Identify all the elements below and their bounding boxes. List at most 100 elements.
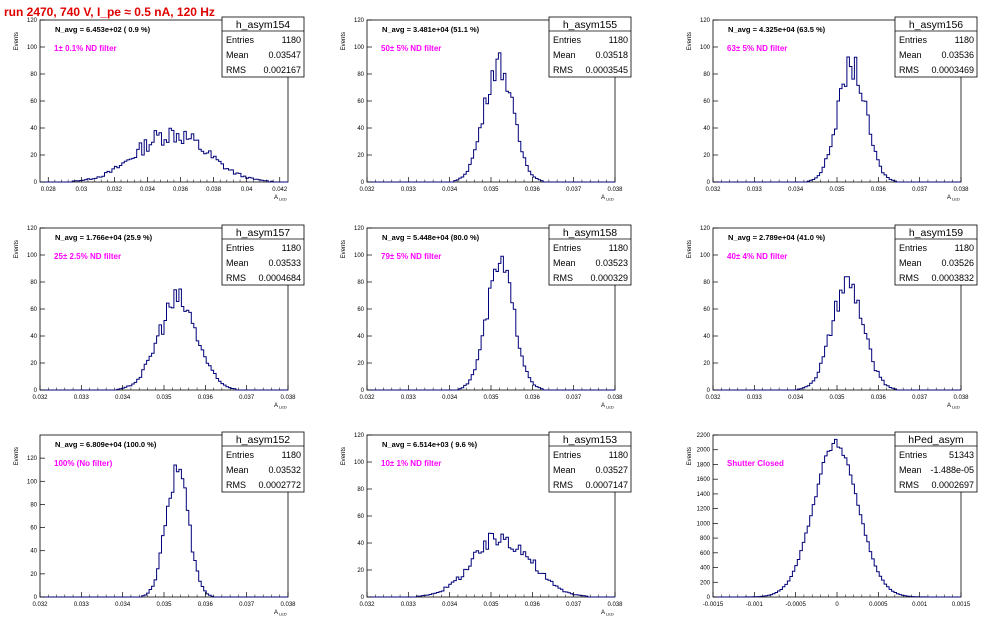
- histogram-panel-h_asym153: 0.032 0.033 0.034 0.035 0.036 0.037 0.038 0 20 40…: [341, 431, 632, 617]
- stats-value: 0.000329: [590, 273, 628, 283]
- x-tick-label: 0.042: [272, 187, 288, 193]
- stats-box: h_asym155 Entries 1180 Mean 0.03518 RMS 0.0003…: [548, 16, 632, 78]
- y-tick-label: 60: [30, 99, 37, 105]
- header-text: N_avg = 1.766e+04 (25.9 %): [55, 233, 153, 242]
- x-tick-label: 0.036: [871, 395, 887, 401]
- y-tick-label: 20: [357, 153, 364, 159]
- x-tick-label: 0.034: [442, 602, 458, 608]
- y-tick-label: 100: [700, 253, 711, 259]
- header-text: N_avg = 3.481e+04 (51.1 %): [382, 25, 480, 34]
- y-axis-label: Events: [687, 240, 693, 258]
- stats-label: Entries: [226, 450, 255, 460]
- x-tick-label: 0.034: [115, 602, 131, 608]
- stats-label: Mean: [553, 50, 576, 60]
- x-tick-label: 0.037: [912, 187, 928, 193]
- stats-value: 0.0004684: [258, 273, 301, 283]
- x-tick-label: 0.032: [359, 187, 375, 193]
- y-tick-label: 80: [703, 72, 710, 78]
- x-tick-label: 0.035: [829, 187, 845, 193]
- x-axis-label: ALED: [601, 610, 614, 617]
- stats-value: 0.0002772: [258, 480, 301, 490]
- x-tick-label: 0.033: [401, 395, 417, 401]
- stats-value: 0.03536: [941, 50, 974, 60]
- x-tick-label: 0.034: [115, 395, 131, 401]
- y-tick-label: 120: [27, 456, 38, 462]
- histogram-line: [713, 276, 961, 391]
- y-tick-label: 80: [30, 72, 37, 78]
- x-tick-label: 0.037: [566, 187, 582, 193]
- x-tick-label: 0.033: [401, 187, 417, 193]
- histogram-line: [713, 56, 961, 183]
- x-axis-label: ALED: [601, 403, 614, 410]
- x-tick-label: 0.0005: [869, 602, 888, 608]
- y-tick-label: 0: [361, 595, 365, 601]
- annotation-text: 10± 1% ND filter: [381, 459, 441, 468]
- stats-value: 0.0002697: [931, 480, 974, 490]
- y-tick-label: 60: [703, 307, 710, 313]
- y-tick-label: 80: [357, 487, 364, 493]
- histogram-name: h_asym154: [236, 19, 290, 31]
- x-tick-label: 0.033: [74, 395, 90, 401]
- stats-box: hPed_asym Entries 51343 Mean -1.488e-05 RMS 0.…: [894, 431, 978, 493]
- x-tick-label: 0.036: [198, 395, 214, 401]
- stats-box-frame: [894, 224, 978, 286]
- y-tick-label: 80: [357, 72, 364, 78]
- y-tick-label: 1400: [697, 492, 711, 498]
- stats-label: Mean: [226, 258, 249, 268]
- histogram-panel-h_asym159: 0.032 0.033 0.034 0.035 0.036 0.037 0.038 0 20 40…: [687, 224, 978, 410]
- stats-label: Entries: [899, 243, 928, 253]
- histogram-name: h_asym158: [563, 227, 617, 239]
- y-tick-label: 1000: [697, 521, 711, 527]
- y-tick-label: 60: [30, 526, 37, 532]
- stats-label: RMS: [226, 480, 246, 490]
- y-tick-label: 80: [30, 280, 37, 286]
- header-text: N_avg = 6.514e+03 ( 9.6 %): [382, 440, 478, 449]
- x-tick-label: 0.032: [705, 187, 721, 193]
- stats-value: 0.03518: [595, 50, 628, 60]
- annotation-text: 50± 5% ND filter: [381, 44, 441, 53]
- stats-value: 0.03523: [595, 258, 628, 268]
- header-text: N_avg = 6.453e+02 ( 0.9 %): [55, 25, 151, 34]
- stats-label: RMS: [226, 65, 246, 75]
- stats-label: Mean: [226, 465, 249, 475]
- histogram-panel-hPed_asym: -0.0015 -0.001 -0.0005 0 0.0005 0.001 0.0015 0 2…: [687, 431, 978, 608]
- x-axis-label: ALED: [947, 195, 960, 202]
- x-tick-label: 0.036: [173, 187, 189, 193]
- annotation-text: 100% (No filter): [54, 459, 113, 468]
- stats-label: Mean: [899, 465, 922, 475]
- stats-box-frame: [548, 431, 632, 493]
- y-tick-label: 40: [30, 126, 37, 132]
- y-tick-label: 120: [354, 226, 365, 232]
- x-axis-label: ALED: [947, 403, 960, 410]
- x-tick-label: 0.04: [241, 187, 253, 193]
- x-axis-label: ALED: [274, 195, 287, 202]
- stats-box-frame: [548, 224, 632, 286]
- stats-label: Mean: [226, 50, 249, 60]
- stats-value: 0.03526: [941, 258, 974, 268]
- x-tick-label: 0.034: [140, 187, 156, 193]
- y-tick-label: 100: [354, 45, 365, 51]
- x-tick-label: 0.036: [525, 602, 541, 608]
- stats-box-frame: [894, 431, 978, 493]
- header-text: N_avg = 2.789e+04 (41.0 %): [728, 233, 826, 242]
- y-tick-label: 40: [703, 126, 710, 132]
- y-tick-label: 1600: [697, 477, 711, 483]
- y-tick-label: 100: [27, 253, 38, 259]
- x-tick-label: 0.035: [156, 602, 172, 608]
- y-tick-label: 120: [700, 18, 711, 24]
- x-tick-label: 0.034: [442, 395, 458, 401]
- stats-label: RMS: [553, 65, 573, 75]
- y-axis-label: Events: [687, 447, 693, 465]
- stats-box-frame: [894, 16, 978, 78]
- x-tick-label: 0.036: [525, 395, 541, 401]
- stats-value: 0.03547: [268, 50, 301, 60]
- x-tick-label: 0.038: [206, 187, 222, 193]
- histogram-panel-h_asym155: 0.032 0.033 0.034 0.035 0.036 0.037 0.038 0 20 40…: [341, 16, 632, 202]
- stats-box: h_asym158 Entries 1180 Mean 0.03523 RMS 0.0003…: [548, 224, 632, 286]
- y-tick-label: 600: [700, 551, 711, 557]
- header-text: N_avg = 5.448e+04 (80.0 %): [382, 233, 480, 242]
- y-tick-label: 100: [27, 45, 38, 51]
- y-tick-label: 40: [357, 334, 364, 340]
- x-tick-label: 0.035: [156, 395, 172, 401]
